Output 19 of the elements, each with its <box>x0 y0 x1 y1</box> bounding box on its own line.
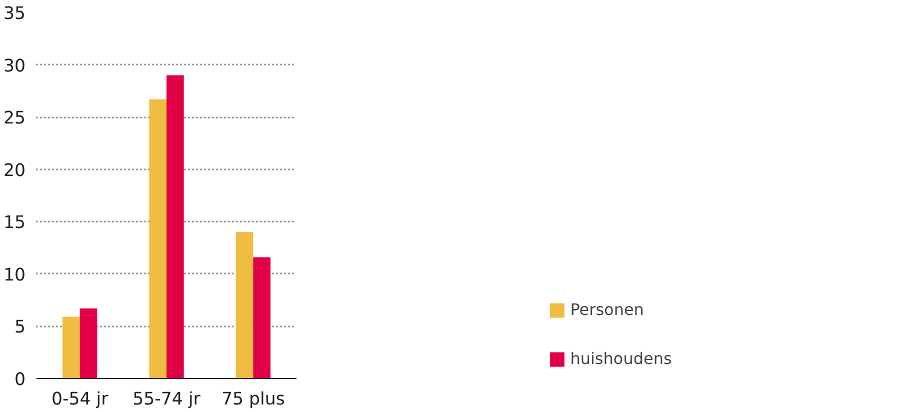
y-tick-label: 35 <box>3 4 26 24</box>
x-tick-label: 55-74 jr <box>132 390 202 410</box>
legend-label: huishoudens <box>570 349 672 368</box>
bar <box>166 75 184 378</box>
x-tick-label: 0-54 jr <box>51 390 110 410</box>
legend-label: Personen <box>570 300 644 319</box>
y-tick-label: 5 <box>14 318 26 338</box>
y-tick-label: 20 <box>3 160 26 181</box>
y-tick-label: 25 <box>3 108 26 129</box>
bar <box>80 308 98 378</box>
bar <box>149 99 166 378</box>
bar <box>253 257 270 378</box>
x-tick-label: 75 plus <box>221 390 285 410</box>
bar <box>62 316 80 378</box>
y-tick-label: 10 <box>3 265 26 286</box>
y-tick-label: 15 <box>3 213 26 234</box>
y-tick-label: 0 <box>14 370 26 390</box>
y-tick-label: 30 <box>3 56 26 76</box>
bar <box>236 232 254 378</box>
